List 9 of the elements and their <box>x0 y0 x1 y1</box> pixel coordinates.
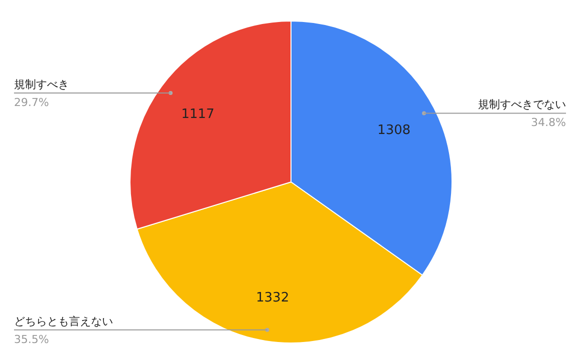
text: 34.8% <box>531 116 566 130</box>
text: 35.5% <box>14 332 49 346</box>
slice-label: どちらとも言えない <box>14 314 113 328</box>
slice-label: 規制すべき <box>14 78 69 91</box>
data-label: 1332 <box>256 290 290 306</box>
slice-label: 規制すべきでない <box>478 98 566 112</box>
data-label: 1117 <box>181 107 214 122</box>
data-label: 1308 <box>377 122 411 138</box>
text: 29.7% <box>14 96 49 109</box>
